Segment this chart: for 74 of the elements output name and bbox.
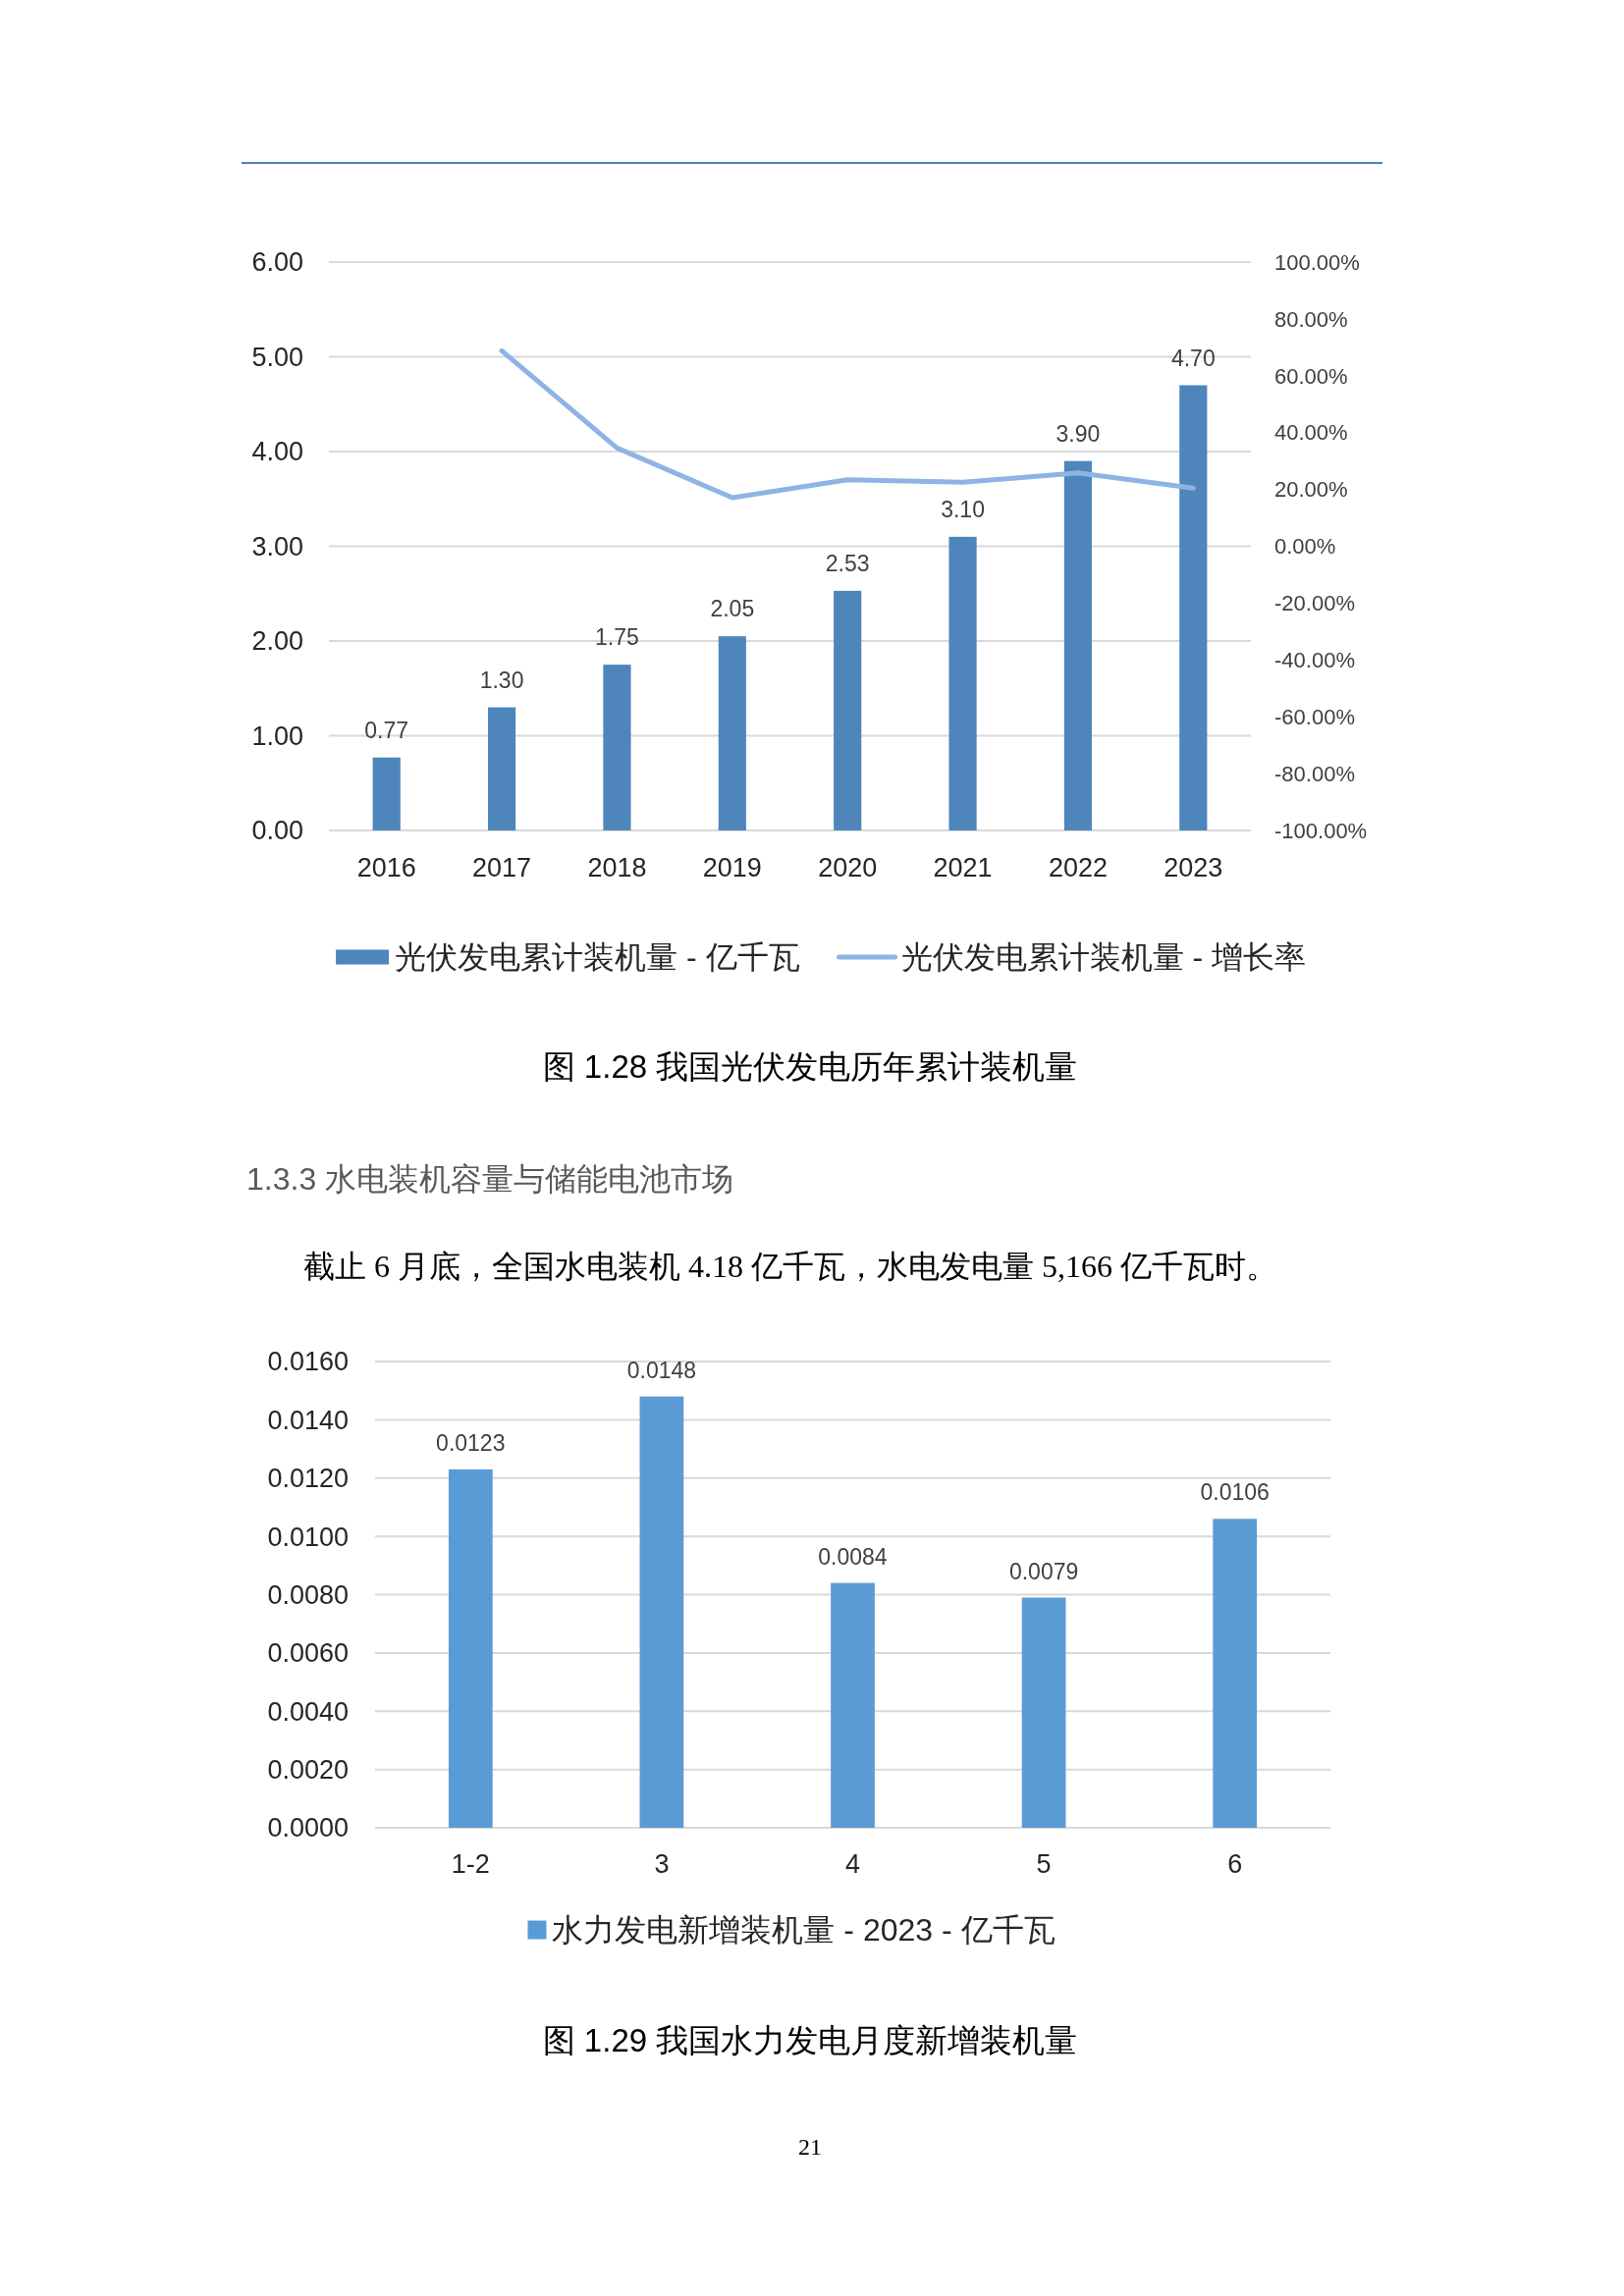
bar: [448, 1468, 493, 1828]
x-tick-label: 3: [654, 1849, 670, 1880]
y-tick-label: 0.0160: [267, 1347, 349, 1377]
data-label: 0.0123: [436, 1429, 506, 1456]
y2-tick-label: 40.00%: [1274, 420, 1348, 446]
y2-tick-label: -80.00%: [1274, 761, 1355, 786]
text: 图 1.29 我国水力发电月度新增装机量: [542, 2021, 1078, 2058]
y-tick-label: 2.00: [251, 626, 303, 657]
y2-tick-label: 60.00%: [1274, 363, 1348, 389]
x-tick-label: 2023: [1164, 853, 1223, 883]
y-tick-label: 0.0060: [267, 1638, 349, 1669]
x-tick-label: 2022: [1048, 853, 1108, 883]
y-tick-label: 0.0100: [267, 1522, 349, 1552]
text: 21: [798, 2134, 822, 2161]
y-tick-label: 0.0140: [267, 1405, 349, 1435]
data-label: 2.53: [825, 550, 870, 576]
bar: [718, 636, 746, 830]
data-label: 3.90: [1056, 420, 1101, 447]
legend-label: 光伏发电累计装机量 - 亿千瓦: [395, 939, 800, 976]
y-tick-label: 6.00: [251, 247, 303, 278]
data-label: 0.0106: [1200, 1479, 1270, 1506]
legend-label: 光伏发电累计装机量 - 增长率: [900, 939, 1306, 976]
y2-tick-label: 100.00%: [1274, 249, 1360, 275]
x-tick-label: 2018: [587, 853, 647, 883]
y2-tick-label: -40.00%: [1274, 648, 1355, 672]
data-label: 1.75: [595, 624, 639, 651]
x-tick-label: 6: [1227, 1849, 1243, 1880]
text: 1.3.3 水电装机容量与储能电池市场: [246, 1161, 734, 1198]
bar: [1179, 385, 1208, 830]
legend: 水力发电新增装机量 - 2023 - 亿千瓦: [527, 1912, 1056, 1949]
data-label: 0.0079: [1008, 1558, 1079, 1584]
y-tick-label: 4.00: [251, 437, 303, 467]
bar: [831, 1582, 875, 1828]
y-tick-label: 5.00: [251, 342, 303, 372]
y2-tick-label: -100.00%: [1274, 818, 1368, 843]
bar: [948, 536, 977, 830]
y-tick-label: 1.00: [251, 721, 303, 751]
y-tick-label: 0.0000: [267, 1813, 349, 1843]
text: 截止 6 月底，全国水电装机 4.18 亿千瓦，水电发电量 5,166 亿千瓦时。: [303, 1249, 1277, 1285]
data-label: 0.0084: [818, 1543, 888, 1570]
y-tick-label: 0.0040: [267, 1696, 349, 1727]
x-tick-label: 2021: [933, 853, 993, 883]
data-label: 0.77: [364, 717, 409, 743]
y2-tick-label: 80.00%: [1274, 306, 1348, 332]
bar: [372, 757, 401, 830]
x-tick-label: 1-2: [451, 1849, 490, 1880]
y-tick-label: 0.0020: [267, 1755, 349, 1786]
data-label: 0.0148: [626, 1357, 697, 1383]
y-tick-label: 3.00: [251, 531, 303, 561]
y-tick-label: 0.0080: [267, 1579, 349, 1610]
x-tick-label: 2017: [472, 853, 532, 883]
data-label: 1.30: [479, 667, 524, 693]
bar: [1063, 460, 1093, 830]
data-label: 2.05: [710, 596, 755, 622]
data-label: 3.10: [941, 496, 985, 522]
x-tick-label: 4: [844, 1849, 861, 1880]
y2-tick-label: 20.00%: [1274, 477, 1348, 503]
y-tick-label: 0.0120: [267, 1464, 349, 1494]
x-tick-label: 2020: [818, 853, 878, 883]
x-tick-label: 5: [1036, 1849, 1052, 1880]
y-tick-label: 0.00: [251, 816, 303, 846]
bar: [603, 665, 631, 830]
bar: [1213, 1519, 1258, 1828]
y2-tick-label: 0.00%: [1274, 534, 1336, 560]
y2-tick-label: -60.00%: [1274, 704, 1355, 729]
data-label: 4.70: [1170, 345, 1216, 371]
x-tick-label: 2019: [702, 853, 762, 883]
text: 图 1.28 我国光伏发电历年累计装机量: [542, 1047, 1078, 1085]
bar: [834, 590, 862, 830]
bar: [1021, 1597, 1066, 1828]
bar: [639, 1396, 684, 1828]
x-tick-label: 2016: [356, 853, 416, 883]
y2-tick-label: -20.00%: [1274, 591, 1355, 616]
bar: [487, 707, 516, 830]
